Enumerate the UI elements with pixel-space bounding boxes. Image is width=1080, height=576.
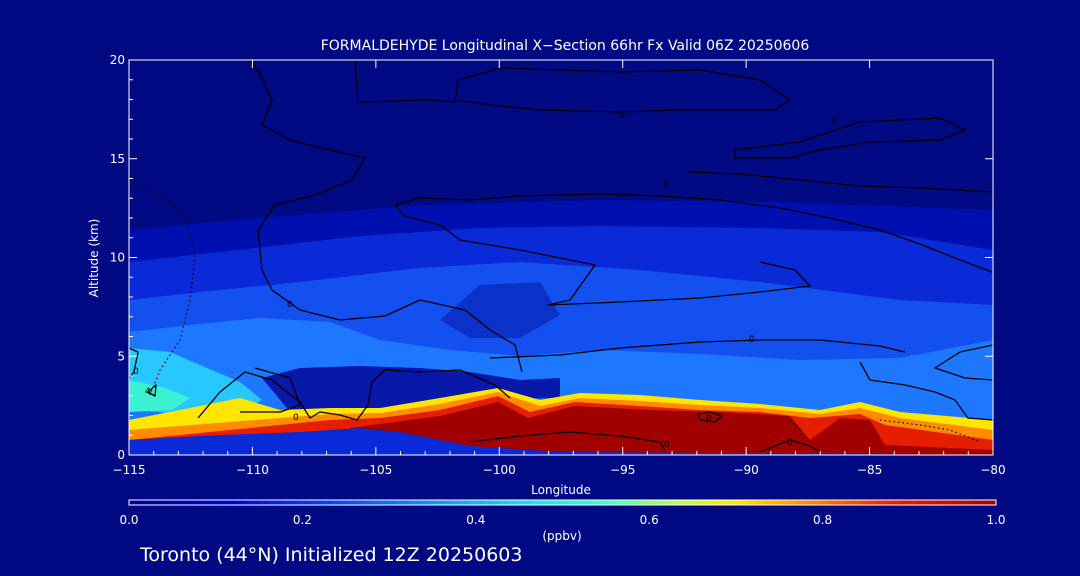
y-tick-label: 0 — [117, 448, 125, 462]
contour-label: 0 — [287, 300, 293, 310]
field-darkred-core — [350, 402, 993, 455]
x-tick-label: −100 — [483, 463, 516, 477]
y-tick-label: 5 — [117, 349, 125, 363]
colorbar: 0.0 0.2 0.4 0.6 0.8 1.0 (ppbv) — [119, 499, 1006, 543]
contour-label: 0 — [133, 367, 139, 377]
colorbar-tick-label: 0.6 — [640, 513, 659, 527]
x-tick-label: −110 — [236, 463, 269, 477]
x-axis-title: Longitude — [531, 483, 591, 497]
x-tick-label: −80 — [980, 463, 1005, 477]
x-axis: −115 −110 −105 −100 −95 −90 −85 −80 — [113, 60, 1006, 477]
chart-title: FORMALDEHYDE Longitudinal X−Section 66hr… — [321, 38, 810, 54]
y-tick-label: 20 — [110, 53, 125, 67]
contour-label: 0 — [787, 438, 793, 448]
field-surface-blue — [129, 428, 993, 455]
x-tick-label: −115 — [113, 463, 146, 477]
contour-label: 0 — [293, 413, 299, 423]
colorbar-tick-label: 0.4 — [466, 513, 485, 527]
colorbar-label: (ppbv) — [542, 529, 581, 543]
x-tick-label: −90 — [733, 463, 758, 477]
x-tick-label: −95 — [610, 463, 635, 477]
contour-label: 0 — [749, 335, 755, 345]
x-tick-label: −85 — [857, 463, 882, 477]
colorbar-tick-label: 0.2 — [293, 513, 312, 527]
contour-lines — [129, 60, 993, 453]
y-axis-title: Altitude (km) — [87, 219, 101, 298]
colorbar-tick-label: 0.8 — [813, 513, 832, 527]
x-tick-label: −105 — [359, 463, 392, 477]
contour-label: 4 — [145, 387, 151, 397]
footer-caption: Toronto (44°N) Initialized 12Z 20250603 — [139, 544, 523, 566]
field-teal-west — [129, 380, 190, 412]
contour-label: 0 — [663, 181, 669, 191]
contour-label: 0 — [664, 440, 670, 450]
y-tick-label: 15 — [110, 152, 125, 166]
y-tick-label: 10 — [110, 251, 125, 265]
colorbar-tick-label: 0.0 — [119, 513, 138, 527]
field-dark-pocket — [440, 282, 560, 338]
colorbar-ticks: 0.0 0.2 0.4 0.6 0.8 1.0 — [119, 513, 1005, 527]
colorbar-gradient — [128, 499, 997, 506]
colorbar-tick-label: 1.0 — [986, 513, 1005, 527]
contour-label: 0 — [706, 414, 712, 424]
contour-label: 0 — [619, 111, 625, 121]
field-dark-trough — [262, 366, 560, 414]
contour-label-group: 0 0 0 0 0 0 0 0 0 0 0 4 — [133, 68, 838, 450]
contour-label: 0 — [257, 68, 263, 78]
contour-label: 0 — [832, 116, 838, 126]
concentration-field — [129, 60, 993, 455]
